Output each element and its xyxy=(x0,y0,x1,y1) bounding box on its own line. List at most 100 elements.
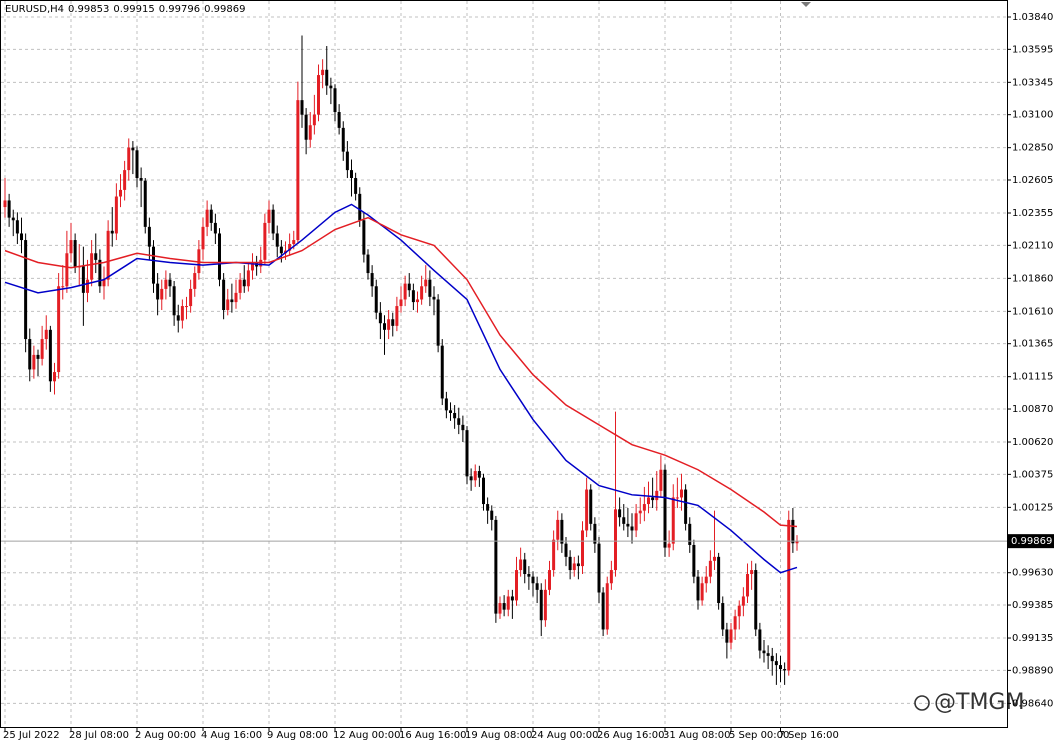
plot-frame xyxy=(0,0,1008,728)
candle-body xyxy=(69,240,73,254)
candle-body xyxy=(3,200,7,208)
candle-body xyxy=(424,279,428,287)
candle-body xyxy=(762,650,766,654)
candle-body xyxy=(449,410,452,413)
candle-body xyxy=(750,570,754,575)
candle-body xyxy=(626,523,630,527)
candle-body xyxy=(502,603,506,610)
candle-body xyxy=(251,262,254,271)
candle-body xyxy=(758,629,762,651)
candle-body xyxy=(411,290,415,303)
candle-body xyxy=(444,398,448,411)
candle-body xyxy=(737,605,741,617)
candle-body xyxy=(333,88,337,113)
candle-body xyxy=(473,471,477,481)
close: 0.99869 xyxy=(204,4,245,15)
candle-body xyxy=(523,559,527,575)
candle-body xyxy=(193,273,197,289)
candle-body xyxy=(263,222,267,260)
shift-marker xyxy=(801,2,811,7)
candle-body xyxy=(589,489,593,524)
y-tick-label: 1.03100 xyxy=(1012,110,1053,121)
candle-body xyxy=(721,603,725,630)
candle-body xyxy=(180,306,184,321)
candle-body xyxy=(90,253,94,280)
candle-body xyxy=(527,574,531,577)
candle-body xyxy=(568,556,572,571)
candle-body xyxy=(160,288,164,300)
y-tick-label: 1.03840 xyxy=(1012,12,1053,23)
candle-body xyxy=(708,560,712,577)
candle-body xyxy=(168,279,172,287)
candle-body xyxy=(234,292,238,303)
candle-body xyxy=(482,477,485,505)
x-tick-label: 5 Sep 00:00 xyxy=(729,730,789,741)
candle-body xyxy=(44,329,48,340)
candle-body xyxy=(531,576,535,584)
candle-body xyxy=(634,513,638,531)
candle-body xyxy=(20,233,23,241)
candle-body xyxy=(222,279,226,311)
candle-body xyxy=(614,509,617,571)
candle-body xyxy=(189,288,193,307)
candle-body xyxy=(420,286,424,300)
candle-body xyxy=(667,543,671,548)
candle-body xyxy=(292,240,296,245)
candle-body xyxy=(581,530,584,567)
candle-body xyxy=(659,469,663,491)
candle-body xyxy=(795,541,799,544)
candle-body xyxy=(358,193,362,221)
candle-body xyxy=(746,574,749,597)
candle-body xyxy=(242,279,246,287)
candle-body xyxy=(362,220,366,255)
candle-body xyxy=(601,592,605,630)
candle-body xyxy=(490,510,494,520)
candle-body xyxy=(36,354,40,359)
candle-body xyxy=(387,319,391,330)
candle-body xyxy=(576,563,580,567)
candle-body xyxy=(325,69,329,86)
candle-body xyxy=(700,583,704,601)
x-tick-label: 12 Aug 00:00 xyxy=(333,730,400,741)
candle-body xyxy=(65,253,69,287)
candle-body xyxy=(300,100,304,115)
y-tick-label: 1.00620 xyxy=(1012,437,1053,448)
candle-body xyxy=(61,286,65,288)
candle-body xyxy=(671,497,675,544)
candle-body xyxy=(15,220,19,234)
candle-body xyxy=(185,306,188,308)
candle-body xyxy=(597,543,601,593)
candle-body xyxy=(543,589,547,621)
candle-body xyxy=(213,222,217,234)
candle-body xyxy=(774,661,778,666)
ma-line xyxy=(4,216,798,528)
y-tick-label: 0.99630 xyxy=(1012,568,1053,579)
candle-body xyxy=(787,519,791,671)
y-tick-label: 1.01860 xyxy=(1012,273,1053,284)
candle-body xyxy=(321,69,325,76)
candle-body xyxy=(238,279,242,293)
candle-body xyxy=(110,230,114,234)
candle-body xyxy=(40,339,44,359)
candle-body xyxy=(139,178,143,181)
candle-body xyxy=(354,178,358,194)
candle-body xyxy=(341,127,345,152)
y-tick-label: 1.02110 xyxy=(1012,240,1053,251)
candle-body xyxy=(304,114,308,140)
candle-body xyxy=(296,100,300,241)
candle-body xyxy=(329,85,333,89)
candle-body xyxy=(317,75,320,115)
candle-body xyxy=(754,570,758,630)
chart-title: EURUSD,H4 0.99853 0.99915 0.99796 0.99869 xyxy=(5,4,245,15)
x-tick-label: 19 Aug 08:00 xyxy=(465,730,532,741)
candle-body xyxy=(647,497,650,505)
candle-body xyxy=(630,526,634,531)
candle-body xyxy=(226,299,230,311)
candle-body xyxy=(366,254,370,274)
candle-body xyxy=(147,226,151,247)
grid xyxy=(1,1,1007,727)
candle-body xyxy=(766,653,770,656)
candle-body xyxy=(11,217,15,221)
candle-body xyxy=(453,412,457,419)
watermark-logo xyxy=(914,695,930,711)
